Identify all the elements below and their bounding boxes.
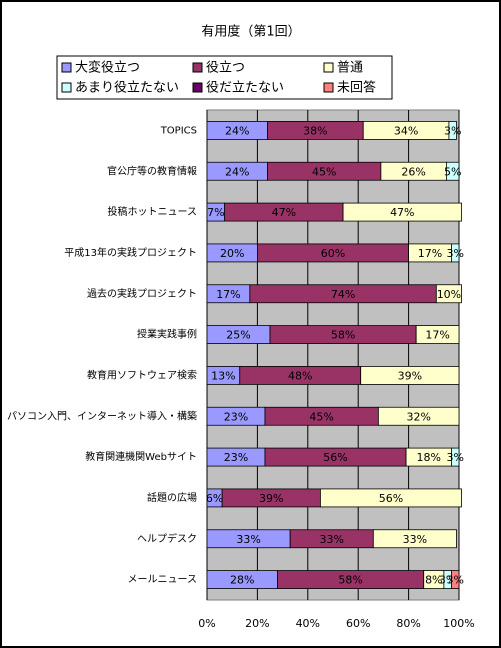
data-label: 3%: [446, 574, 463, 587]
legend-label: 普通: [337, 61, 363, 76]
data-label: 10%: [437, 288, 461, 301]
x-tick-label: 80%: [396, 617, 420, 630]
y-tick-label: TOPICS: [160, 125, 197, 136]
data-label: 26%: [401, 165, 425, 178]
data-label: 6%: [206, 492, 223, 505]
data-label: 24%: [225, 165, 249, 178]
y-tick-label: パソコン入門、インターネット導入・構築: [7, 409, 197, 422]
y-tick-label: ヘルプデスク: [137, 532, 197, 545]
y-tick-label: 教育用ソフトウェア検索: [87, 368, 197, 381]
bar-segment: [377, 406, 460, 426]
data-label: 17%: [425, 329, 449, 342]
x-tick-label: 40%: [296, 617, 320, 630]
data-label: 33%: [403, 533, 427, 546]
data-label: 3%: [444, 124, 461, 137]
data-label: 17%: [418, 247, 442, 260]
legend-label: 未回答: [337, 80, 376, 96]
legend-swatch: [61, 82, 72, 93]
data-label: 5%: [444, 165, 461, 178]
data-label: 48%: [288, 369, 312, 382]
y-tick-label: 授業実践事例: [137, 328, 197, 341]
data-label: 45%: [312, 165, 336, 178]
legend-swatch: [192, 62, 203, 73]
bar-segment: [415, 325, 460, 344]
data-label: 23%: [224, 451, 248, 464]
x-tick-label: 60%: [346, 617, 370, 630]
y-tick-label: 平成13年の実践プロジェクト: [64, 246, 197, 259]
x-tick-label: 0%: [198, 617, 215, 630]
data-label: 3%: [446, 451, 463, 464]
data-label: 47%: [272, 206, 296, 219]
bar-segment: [319, 488, 462, 508]
bar-segment: [372, 529, 457, 549]
data-label: 33%: [320, 533, 344, 546]
legend-swatch: [323, 62, 334, 73]
data-label: 39%: [398, 369, 422, 382]
data-label: 13%: [211, 369, 235, 382]
data-label: 32%: [406, 410, 430, 423]
y-tick-label: 話題の広場: [147, 491, 197, 504]
bar-segment: [451, 243, 460, 263]
chart-title: 有用度（第1回）: [201, 24, 300, 40]
data-label: 18%: [417, 451, 441, 464]
bar-segment: [451, 447, 460, 467]
data-label: 20%: [220, 247, 244, 260]
data-label: 58%: [338, 574, 362, 587]
legend-label: あまり役立たない: [75, 81, 179, 96]
y-tick-label: 教育関連機関Webサイト: [85, 450, 197, 463]
data-label: 17%: [216, 288, 240, 301]
data-label: 23%: [224, 410, 248, 423]
legend-label: 役だ立たない: [206, 81, 284, 96]
legend-swatch: [192, 82, 203, 93]
data-label: 25%: [226, 329, 250, 342]
bar-segment: [448, 121, 457, 140]
data-label: 56%: [323, 451, 347, 464]
bar-segment: [451, 570, 460, 589]
data-label: 74%: [331, 288, 355, 301]
y-tick-label: 官公庁等の教育情報: [107, 164, 197, 177]
data-label: 47%: [390, 206, 414, 219]
y-tick-label: 過去の実践プロジェクト: [87, 287, 197, 300]
data-label: 60%: [321, 247, 345, 260]
data-label: 24%: [225, 124, 249, 137]
data-label: 38%: [303, 124, 327, 137]
y-tick-label: 投稿ホットニュース: [108, 205, 198, 218]
y-tick-label: メールニュース: [128, 575, 198, 586]
data-label: 28%: [230, 574, 254, 587]
data-label: 7%: [207, 206, 224, 219]
bar-segment: [435, 284, 462, 304]
bar-segment: [445, 161, 460, 181]
data-label: 39%: [259, 492, 283, 505]
legend-swatch: [323, 82, 334, 93]
data-label: 8%: [425, 574, 442, 587]
bar-segment: [342, 202, 462, 222]
x-tick-label: 100%: [443, 617, 474, 630]
legend-label: 役立つ: [206, 61, 245, 76]
data-label: 58%: [331, 329, 355, 342]
legend-swatch: [61, 62, 72, 73]
data-label: 45%: [309, 410, 333, 423]
legend-box: [56, 55, 393, 100]
x-tick-label: 20%: [245, 617, 269, 630]
bar-segment: [360, 366, 460, 385]
data-label: 34%: [394, 124, 418, 137]
legend-label: 大変役立つ: [75, 60, 140, 76]
data-label: 33%: [236, 533, 260, 546]
plot-area: [206, 109, 460, 601]
data-label: 56%: [379, 492, 403, 505]
data-label: 3%: [446, 247, 463, 260]
